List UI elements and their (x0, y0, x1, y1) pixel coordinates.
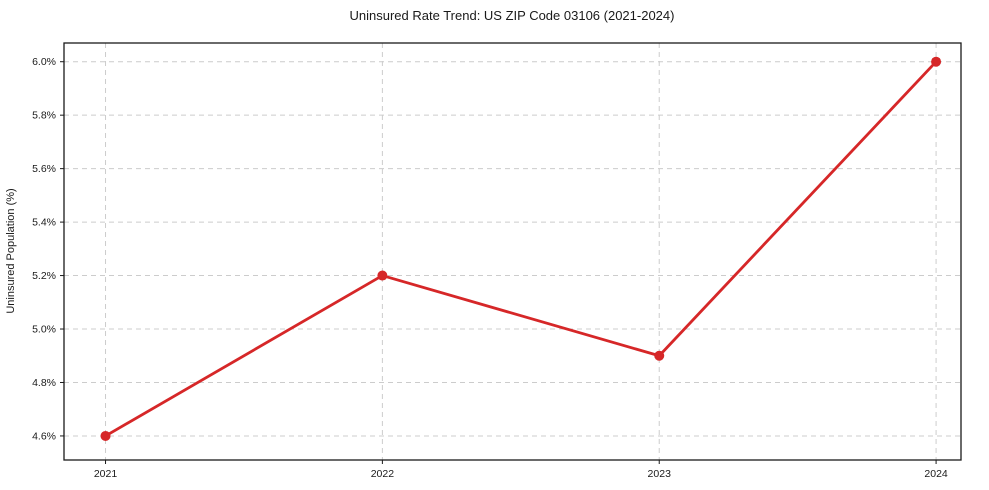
data-point-2021 (100, 430, 111, 441)
plot-border (63, 42, 962, 461)
x-tick-label: 2024 (924, 468, 948, 480)
chart-title: Uninsured Rate Trend: US ZIP Code 03106 … (350, 8, 675, 23)
y-axis-label: Uninsured Population (%) (5, 188, 17, 313)
y-tick-label: 5.4% (32, 217, 56, 229)
y-tick-label: 5.8% (32, 110, 56, 122)
y-tick-label: 5.2% (32, 270, 56, 282)
x-tick-label: 2023 (648, 468, 672, 480)
data-point-2024 (931, 56, 942, 67)
x-tick-label: 2021 (94, 468, 118, 480)
y-tick-label: 4.8% (32, 377, 56, 389)
x-tick-label: 2022 (371, 468, 395, 480)
y-tick-label: 5.6% (32, 163, 56, 175)
y-tick-label: 4.6% (32, 430, 56, 442)
y-tick-label: 6.0% (32, 56, 56, 68)
data-point-2023 (654, 350, 665, 361)
data-point-2022 (377, 270, 388, 281)
plot-area: 4.6% 4.8% 5.0% 5.2% 5.4% 5.6% 5.8% 6.0% 2021 2022… (32, 42, 962, 480)
trend-line (104, 60, 938, 438)
y-tick-label: 5.0% (32, 324, 56, 336)
